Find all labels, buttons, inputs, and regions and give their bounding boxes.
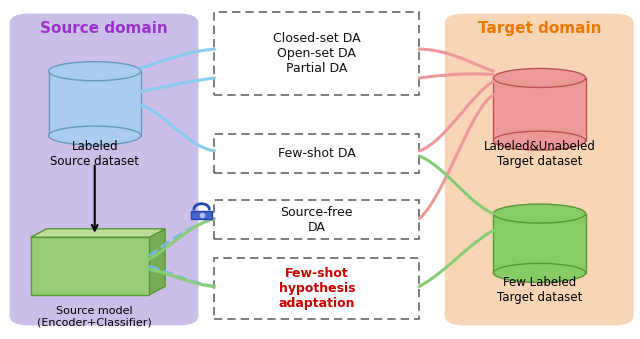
Bar [214,200,419,239]
Bar [214,258,419,319]
Text: Target domain: Target domain [478,21,601,36]
Ellipse shape [493,131,586,150]
Polygon shape [493,78,586,141]
Text: Closed-set DA
Open-set DA
Partial DA: Closed-set DA Open-set DA Partial DA [273,32,360,75]
Bar [214,12,419,95]
Text: Source model
(Encoder+Classifier): Source model (Encoder+Classifier) [37,306,152,328]
Text: Few Labeled
Target dataset: Few Labeled Target dataset [497,276,582,304]
Polygon shape [149,229,165,295]
Text: Source domain: Source domain [40,21,168,36]
Ellipse shape [493,204,586,223]
Ellipse shape [49,62,141,81]
Ellipse shape [493,68,586,87]
Bar [31,237,149,295]
Text: Few-shot
hypothesis
adaptation: Few-shot hypothesis adaptation [278,267,355,310]
Polygon shape [49,71,141,136]
Ellipse shape [49,126,141,145]
Polygon shape [31,229,165,237]
Bar [191,211,212,219]
Ellipse shape [493,263,586,282]
Text: Source-free
DA: Source-free DA [280,205,353,234]
Polygon shape [493,214,586,273]
Bar [214,134,419,173]
FancyBboxPatch shape [10,14,198,325]
Text: Labeled
Source dataset: Labeled Source dataset [50,140,140,168]
Text: Labeled&Unabeled
Target dataset: Labeled&Unabeled Target dataset [484,140,595,168]
FancyBboxPatch shape [445,14,634,325]
Text: Few-shot DA: Few-shot DA [278,147,356,160]
